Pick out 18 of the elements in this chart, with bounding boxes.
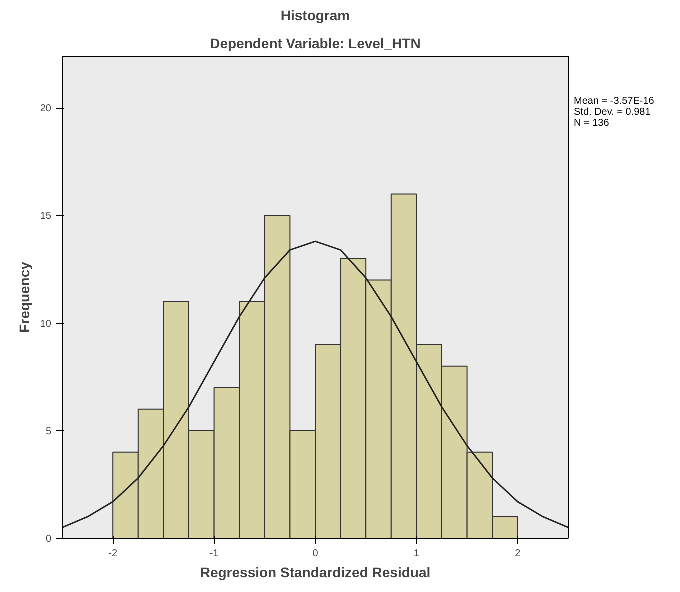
- x-tick-label: 0: [312, 548, 319, 560]
- text: Std. Dev. = 0.981: [574, 107, 651, 118]
- y-tick-label: 0: [46, 534, 52, 545]
- chart-title: Histogram: [280, 8, 350, 24]
- y-tick-label: 10: [40, 318, 52, 330]
- x-tick-label: 1: [414, 548, 420, 560]
- y-tick-label: 15: [40, 211, 52, 222]
- text: Mean = -3.57E-16: [574, 96, 654, 107]
- text: N = 136: [574, 118, 610, 129]
- y-axis-title: Frequency: [16, 262, 32, 333]
- y-tick-label: 5: [46, 426, 52, 438]
- x-tick-label: -1: [210, 548, 220, 560]
- line-series: [62, 240, 568, 528]
- x-tick-label: -2: [108, 548, 118, 560]
- x-tick-label: 2: [515, 548, 522, 560]
- y-tick-label: 20: [40, 104, 52, 115]
- chart-subtitle: Dependent Variable: Level_HTN: [210, 36, 421, 52]
- x-axis-title: Regression Standardized Residual: [200, 564, 431, 580]
